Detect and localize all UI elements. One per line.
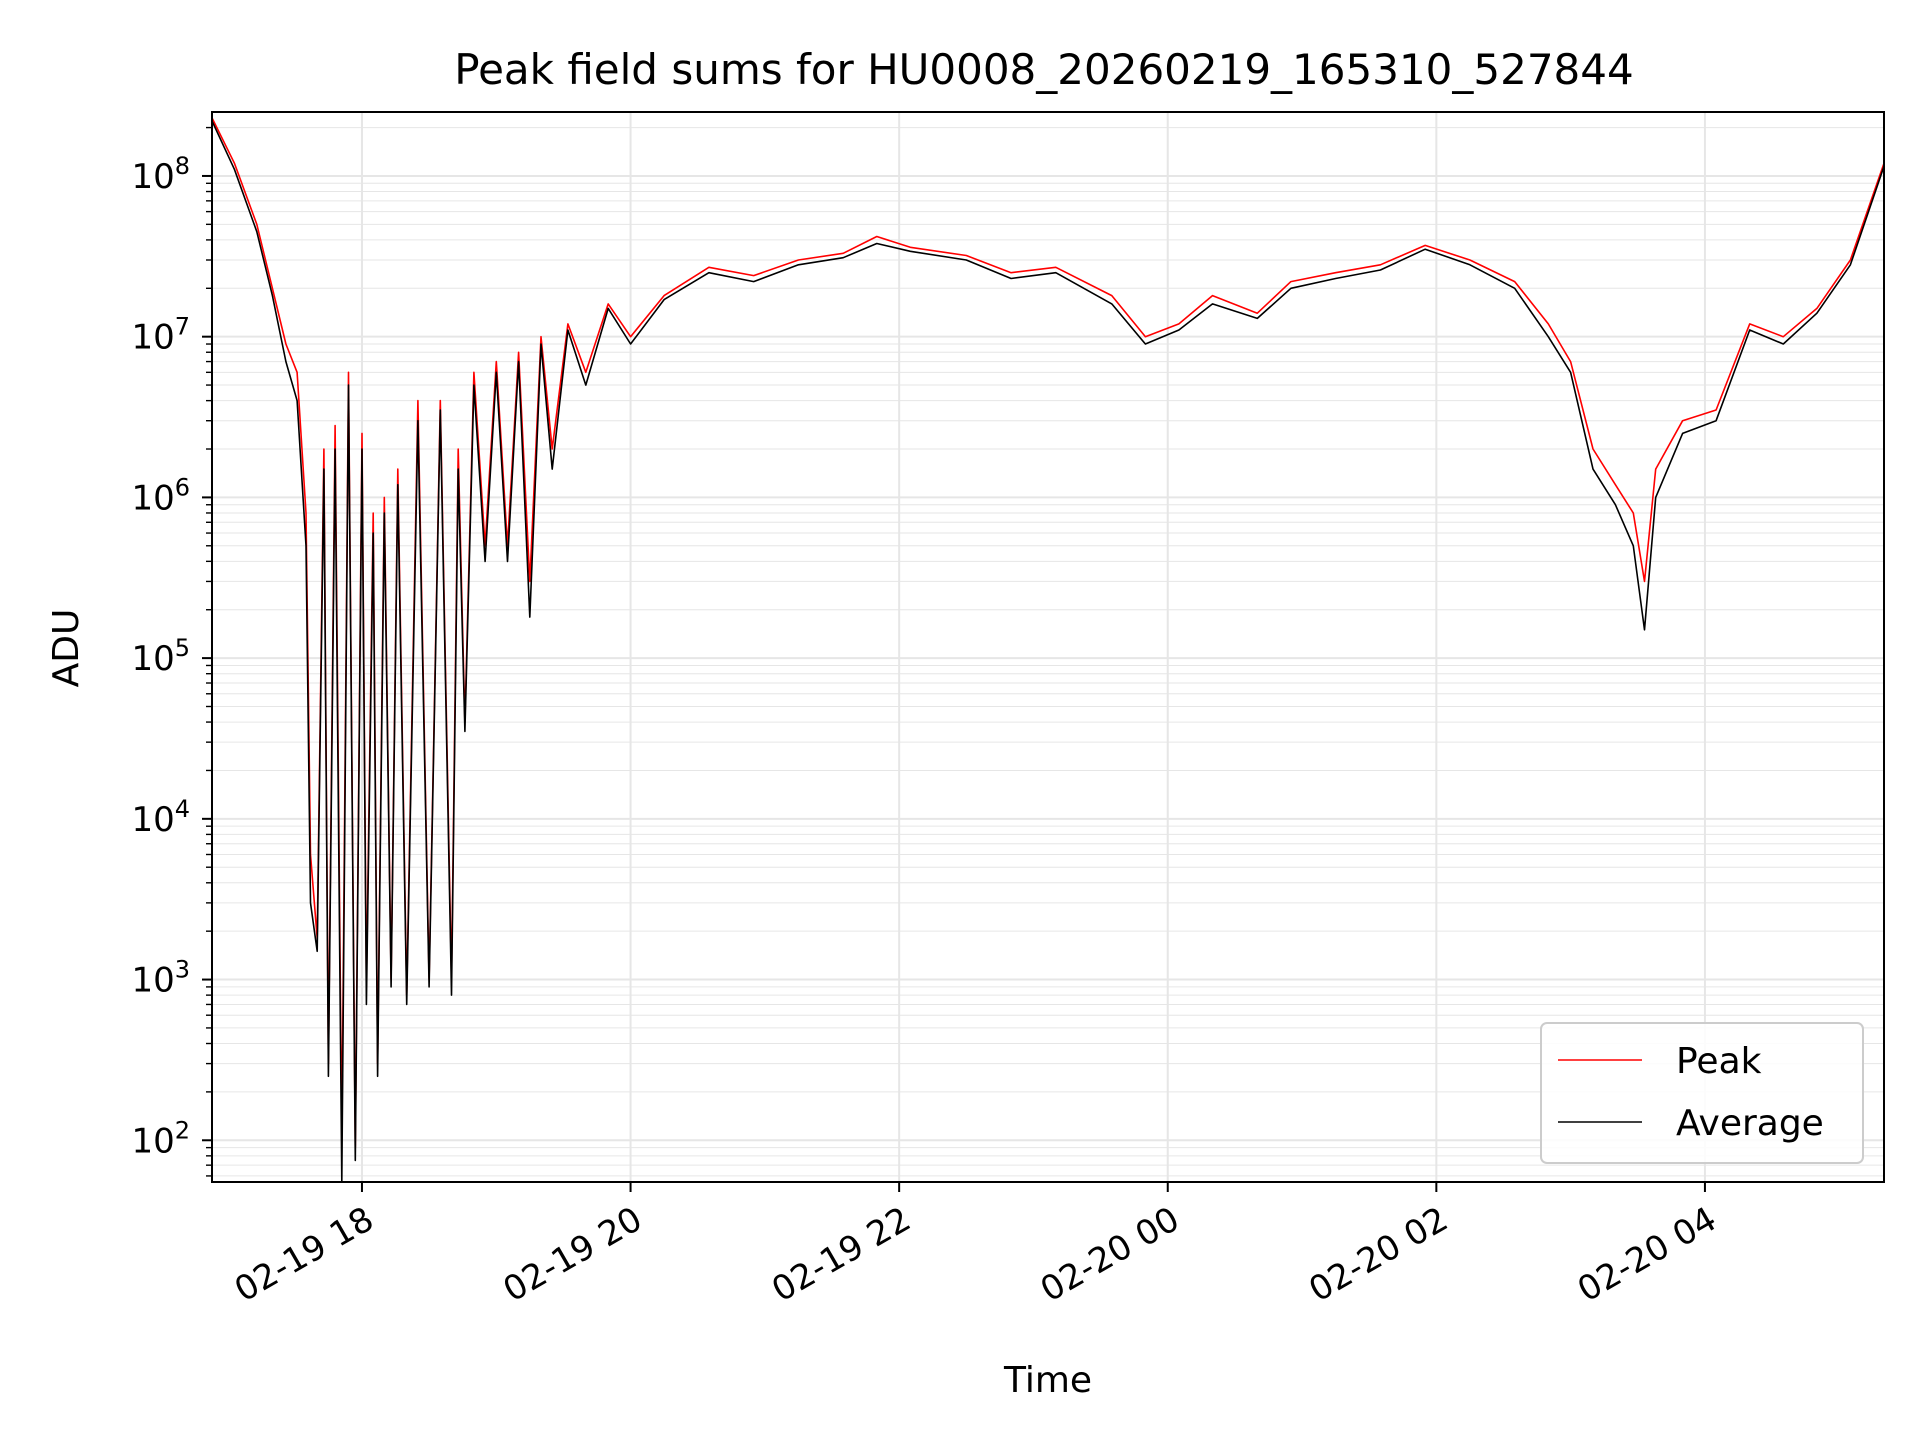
legend-label-average: Average bbox=[1676, 1103, 1824, 1144]
chart-title: Peak field sums for HU0008_20260219_1653… bbox=[454, 45, 1633, 94]
x-axis-label: Time bbox=[1003, 1360, 1092, 1401]
y-axis-label: ADU bbox=[46, 609, 87, 688]
legend: Peak Average bbox=[1541, 1023, 1863, 1163]
legend-label-peak: Peak bbox=[1676, 1041, 1762, 1082]
